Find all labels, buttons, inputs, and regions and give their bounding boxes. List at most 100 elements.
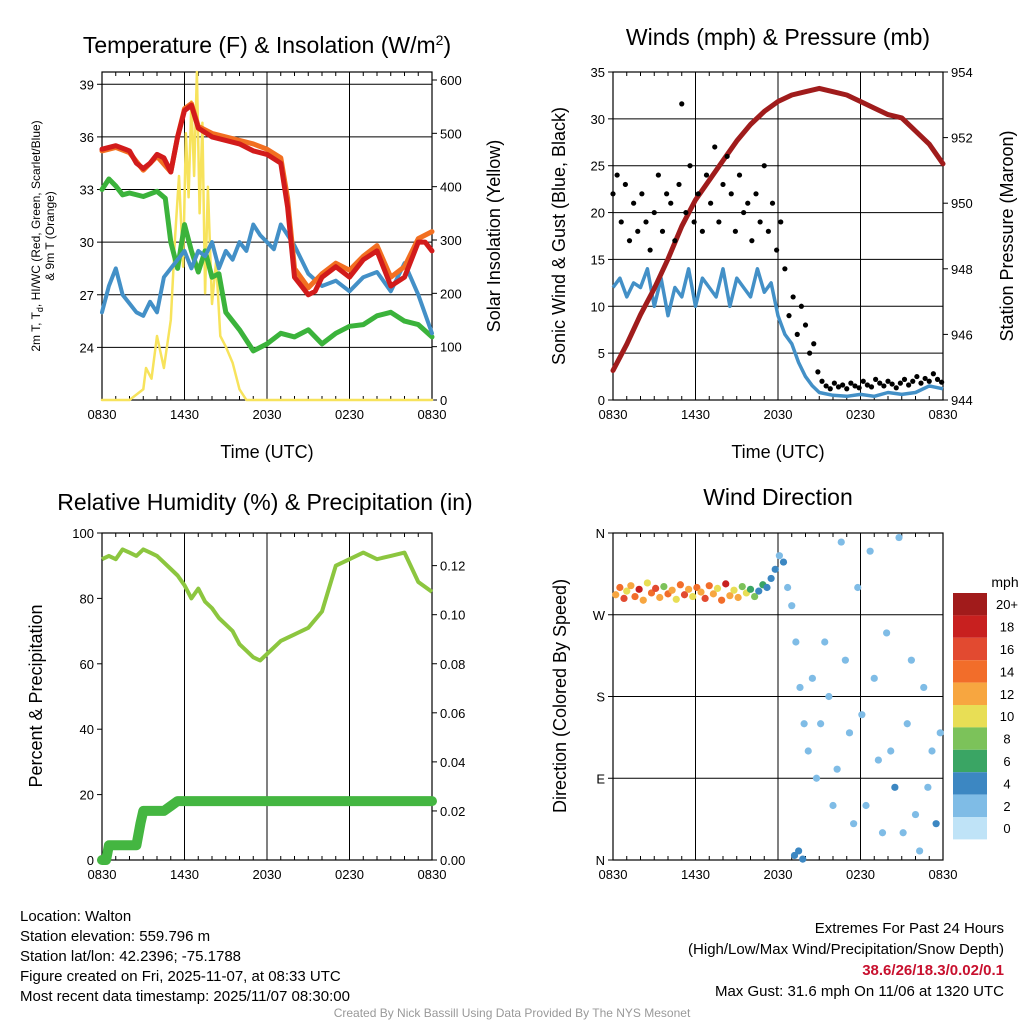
series-td	[99, 176, 435, 354]
gust-point	[635, 228, 641, 234]
extremes-values: 38.6/26/18.3/0.02/0.1	[862, 962, 1004, 979]
gust-point	[819, 378, 825, 384]
direction-point	[722, 580, 730, 588]
legend-swatch	[953, 727, 987, 750]
direction-point	[746, 585, 755, 593]
gust-point	[868, 384, 875, 390]
gust-point	[703, 172, 710, 178]
direction-point	[808, 674, 816, 682]
legend-swatch	[953, 660, 987, 683]
gust-point	[881, 383, 887, 389]
direction-point	[705, 582, 713, 590]
gust-point	[901, 376, 908, 382]
gust-point	[610, 191, 616, 197]
created-text: Figure created on Fri, 2025-11-07, at 08…	[20, 968, 341, 985]
gust-point	[873, 376, 879, 382]
x-tick-label: 2030	[764, 867, 793, 882]
direction-point	[627, 582, 635, 590]
y-tick-label: N	[596, 526, 605, 541]
extremes-desc: (High/Low/Max Wind/Precipitation/Snow De…	[688, 941, 1004, 958]
direction-point	[755, 587, 763, 595]
gust-point	[639, 191, 645, 197]
legend-swatch	[953, 637, 987, 661]
direction-point	[631, 592, 639, 601]
legend-label: 4	[1003, 776, 1010, 791]
y2-tick-label: 952	[951, 131, 973, 146]
x-tick-label: 0230	[846, 867, 875, 882]
gust-point	[930, 371, 936, 377]
direction-point	[920, 683, 928, 692]
y2-tick-label: 0.10	[440, 608, 465, 623]
x-tick-label: 0830	[88, 407, 117, 422]
direction-point	[623, 587, 631, 595]
gust-point	[712, 144, 718, 150]
direction-point	[878, 829, 887, 837]
direction-point	[866, 547, 874, 555]
extremes-block: Extremes For Past 24 Hours (High/Low/Max…	[688, 918, 1004, 1002]
direction-point	[850, 820, 858, 828]
gust-point	[622, 181, 628, 188]
y-tick-label: 0	[87, 853, 94, 868]
gust-point	[893, 385, 899, 391]
legend-label: 20+	[996, 597, 1018, 612]
temperature-xlabel: Time (UTC)	[220, 442, 313, 462]
direction-point	[718, 596, 726, 604]
gust-point	[736, 172, 743, 178]
gust-point	[774, 247, 780, 253]
gust-point	[631, 200, 637, 206]
y2-tick-label: 400	[440, 180, 462, 195]
wind-direction-ylabel: Direction (Colored By Speed)	[550, 579, 570, 813]
series-sonic-wind	[611, 267, 944, 399]
gust-point	[716, 219, 722, 225]
direction-point	[837, 538, 845, 546]
gust-point	[708, 200, 714, 206]
gust-point	[769, 200, 776, 206]
direction-point	[891, 783, 899, 791]
gust-point	[918, 380, 924, 386]
pressure-y2label: Station Pressure (Maroon)	[997, 130, 1017, 341]
gust-point	[844, 386, 850, 392]
x-tick-label: 0830	[418, 867, 447, 882]
gust-point	[679, 101, 685, 107]
gust-point	[643, 219, 649, 225]
gust-point	[815, 369, 821, 375]
gust-point	[778, 219, 784, 225]
y-tick-label: 20	[80, 788, 94, 803]
direction-point	[932, 820, 940, 828]
y2-tick-label: 600	[440, 73, 462, 88]
y2-tick-label: 0.06	[440, 706, 465, 721]
direction-point	[874, 756, 882, 764]
y-tick-label: 80	[80, 591, 94, 606]
direction-point	[660, 582, 668, 591]
gust-point	[831, 380, 837, 386]
temperature-title: Temperature (F) & Insolation (W/m2)	[83, 32, 451, 58]
y2-tick-label: 954	[951, 65, 973, 80]
legend-label: 2	[1003, 799, 1010, 814]
direction-point	[775, 552, 783, 560]
direction-point	[784, 583, 792, 592]
direction-point	[854, 583, 862, 592]
y-tick-label: 27	[80, 288, 94, 303]
gust-point	[864, 382, 870, 388]
direction-point	[812, 774, 821, 782]
direction-point	[685, 585, 693, 593]
direction-point	[734, 593, 742, 602]
gust-point	[840, 382, 846, 388]
gust-point	[647, 247, 653, 253]
gust-point	[676, 181, 682, 188]
gust-point	[651, 209, 657, 216]
x-tick-label: 1430	[681, 407, 710, 422]
direction-point	[701, 594, 709, 603]
y-tick-label: W	[593, 608, 606, 623]
direction-point	[928, 747, 936, 755]
y2-tick-label: 948	[951, 262, 973, 277]
gust-point	[687, 163, 693, 169]
y-tick-label: S	[596, 690, 605, 705]
series-precipitation	[97, 796, 437, 865]
gust-point	[939, 379, 945, 385]
gust-point	[728, 191, 734, 197]
direction-point	[821, 638, 829, 646]
gust-point	[823, 383, 829, 389]
direction-point	[817, 720, 825, 728]
direction-point	[767, 574, 775, 583]
